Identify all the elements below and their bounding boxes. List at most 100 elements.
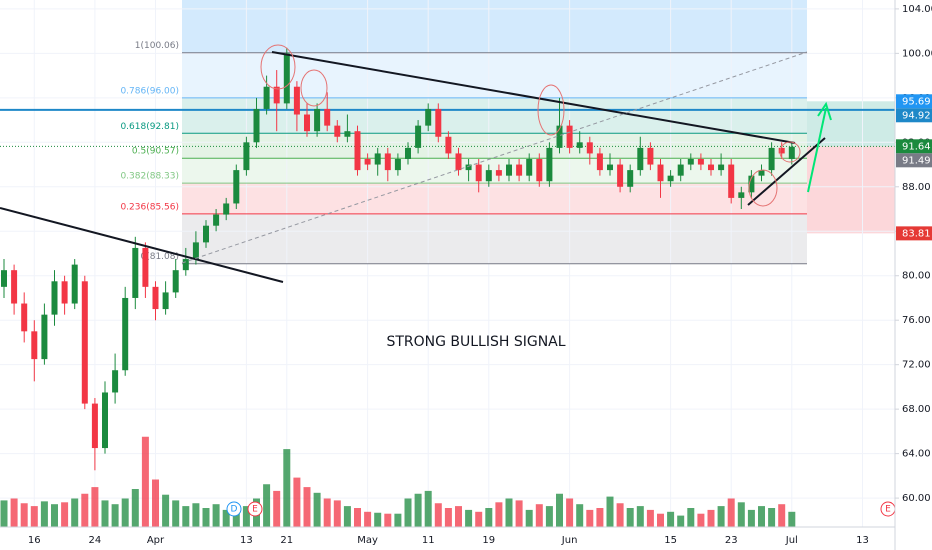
candle-body [21,303,28,332]
volume-bar [222,509,230,527]
candle-body [768,147,775,171]
candle-body [152,286,159,310]
candle-body [495,170,502,176]
candle-body [607,164,613,171]
candle-body [162,292,169,310]
volume-bar [475,511,483,527]
volume-bar [646,509,654,527]
volume-bar [131,489,139,527]
volume-bar [394,513,402,527]
price-tag-label: 91.64 [902,141,931,152]
candle-body [142,247,149,287]
volume-bar [152,479,159,527]
volume-bar [707,509,715,527]
price-tag [896,108,932,123]
candle-body [31,331,38,360]
volume-bar [192,503,200,527]
volume-bar [596,508,604,527]
highlight-circle [779,141,801,163]
volume-bar [293,477,301,527]
candle-body [203,225,209,243]
candle-body [667,175,674,182]
candle-body [596,153,603,171]
y-tick-label: 76.00 [902,315,931,326]
candle-body [81,281,88,404]
volume-bar [141,436,149,527]
candle-body [788,146,795,159]
candle-body [283,53,290,104]
volume-bar [91,487,99,527]
highlight-circle [260,44,296,90]
volume-bar [182,506,190,527]
stop-zone [807,146,895,234]
y-tick-label: 100.00 [902,48,932,59]
candle-body [314,108,321,132]
candle-body [213,214,220,226]
volume-bar [455,506,462,527]
volume-bar [485,508,493,527]
volume-bar [212,504,220,527]
y-tick-label: 104.00 [902,4,932,15]
candle-body [576,142,583,148]
candle-body [627,170,634,187]
candle-body [657,164,664,182]
x-tick-label: 11 [422,535,435,546]
x-tick-label: 13 [856,535,869,546]
candle-body [728,164,735,198]
candle-body [102,392,108,449]
y-tick-label: 80.00 [902,271,931,282]
volume [0,436,796,527]
volume-bar [788,511,796,527]
volume-bar [343,506,351,527]
volume-bar [636,506,644,527]
volume-bar [333,500,341,527]
candle-body [435,108,442,137]
volume-bar [71,498,79,527]
fib-label: 0.382(88.33) [120,172,179,182]
fib-zone [182,133,807,159]
candle-body [758,170,765,176]
candle-body [637,147,644,171]
candle-body [748,175,755,193]
y-tick-label: 88.00 [902,182,931,193]
zones [182,0,895,264]
volume-bar [414,493,422,527]
candle-body [41,314,48,360]
x-tick-label: 13 [240,535,253,546]
candle-body [71,264,78,304]
volume-bar [51,504,58,527]
candle-body [122,297,129,371]
volume-bar [61,502,69,527]
candle-body [617,164,624,187]
candle-body [415,125,422,148]
fib-label: 0(81.08) [140,252,179,262]
volume-bar [545,506,553,527]
volume-bar [657,513,664,527]
trend-line [747,137,826,206]
volume-bar [172,500,180,527]
event-marker[interactable] [247,501,263,517]
candles [1,47,795,471]
axes: 60.0064.0068.0072.0076.0080.0084.0088.00… [28,4,932,546]
candle-body [566,125,573,148]
volume-bar [758,506,765,527]
candle-body [374,153,381,165]
candle-body [293,86,300,115]
candle-body [304,114,310,132]
volume-bar [687,508,695,527]
candle-body [708,164,714,171]
volume-bar [626,508,634,527]
candle-body [384,153,391,171]
x-tick-label: 15 [664,535,677,546]
x-tick-label: 16 [28,535,41,546]
volume-bar [616,503,624,527]
event-marker[interactable] [226,501,242,517]
candle-body [718,164,725,171]
x-tick-label: 23 [725,535,738,546]
candle-body [243,142,250,171]
volume-bar [727,498,735,527]
candle-body [526,158,533,176]
fib-label: 0.618(92.81) [120,122,179,132]
volume-bar [424,490,432,527]
candle-body [11,270,18,304]
